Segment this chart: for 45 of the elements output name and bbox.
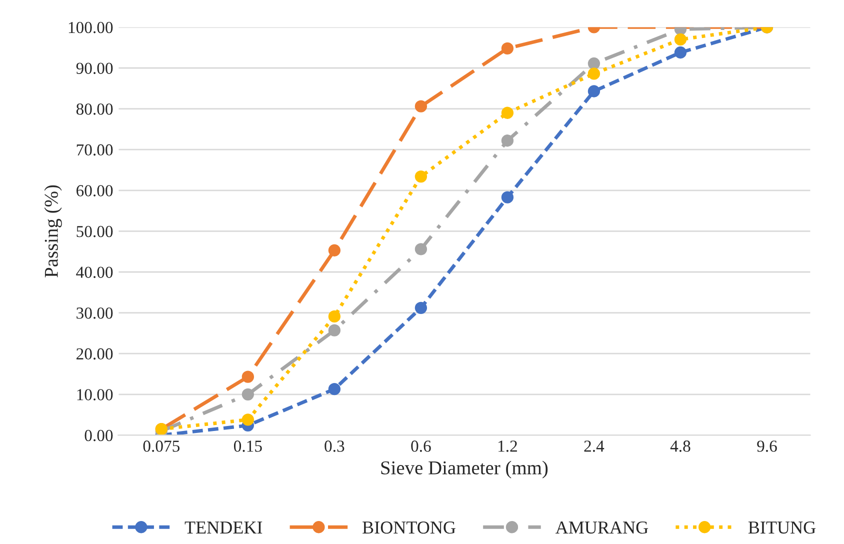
y-tick-label: 0.00 bbox=[84, 430, 113, 442]
x-tick-label: 2.4 bbox=[584, 440, 604, 452]
x-tick-label: 0.6 bbox=[411, 440, 431, 452]
legend-label: TENDEKI bbox=[184, 522, 262, 534]
legend-label: AMURANG bbox=[555, 521, 648, 534]
x-tick-label: 0.3 bbox=[324, 440, 344, 452]
point bbox=[588, 57, 600, 70]
point bbox=[674, 33, 687, 46]
x-tick-label: 4.8 bbox=[670, 440, 690, 452]
point bbox=[501, 134, 514, 147]
y-tick-label: 30.00 bbox=[76, 308, 113, 319]
point bbox=[501, 106, 514, 119]
point bbox=[588, 68, 600, 80]
x-tick-label: 9.6 bbox=[757, 440, 777, 452]
point bbox=[328, 310, 341, 323]
point bbox=[501, 42, 514, 54]
x-axis-title: Sieve Diameter (mm) bbox=[381, 460, 548, 478]
y-tick-label: 10.00 bbox=[77, 389, 113, 400]
y-tick-label: 80.00 bbox=[76, 104, 113, 115]
y-tick-label: 70.00 bbox=[76, 144, 113, 156]
x-tick-label: 0.15 bbox=[234, 440, 262, 452]
x-tick-label: 1.2 bbox=[498, 440, 517, 452]
point bbox=[328, 324, 341, 336]
point bbox=[414, 170, 428, 183]
y-tick-label: 50.00 bbox=[76, 226, 113, 238]
y-tick-label: 40.00 bbox=[76, 266, 113, 278]
y-tick-label: 20.00 bbox=[76, 348, 113, 360]
legend-label: BIONTONG bbox=[362, 521, 456, 534]
y-tick-label: 60.00 bbox=[76, 185, 113, 196]
point bbox=[414, 243, 428, 256]
y-tick-label: 100.00 bbox=[68, 22, 113, 34]
point bbox=[414, 100, 428, 112]
point bbox=[328, 244, 341, 256]
point bbox=[242, 370, 254, 383]
y-tick-label: 90.00 bbox=[76, 62, 113, 74]
y-axis-title: Passing (%) bbox=[44, 185, 62, 278]
legend-label: BITUNG bbox=[748, 521, 816, 534]
point bbox=[501, 191, 514, 204]
point bbox=[242, 388, 254, 400]
point bbox=[588, 85, 600, 98]
point bbox=[414, 302, 428, 314]
point bbox=[674, 46, 687, 59]
x-tick-label: 0.075 bbox=[143, 440, 180, 452]
point bbox=[328, 383, 341, 396]
point bbox=[242, 414, 254, 426]
